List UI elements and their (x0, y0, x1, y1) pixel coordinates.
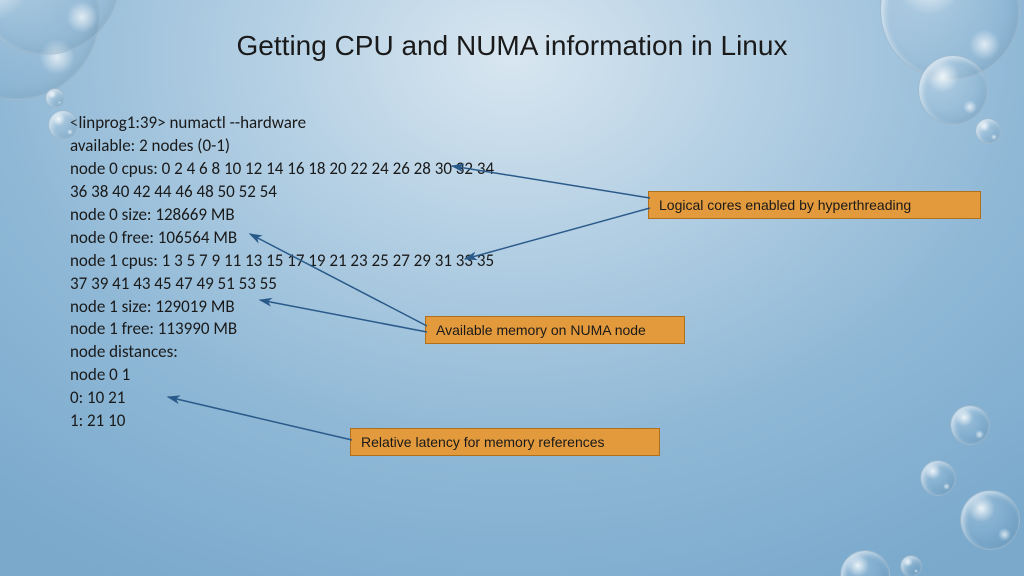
bubble-decoration (975, 118, 1001, 144)
bubble-decoration (950, 405, 990, 445)
callout-available-memory: Available memory on NUMA node (425, 316, 685, 344)
bubble-decoration (840, 550, 890, 576)
bubble-decoration (48, 110, 78, 140)
bubble-decoration (960, 490, 1020, 550)
bubble-decoration (918, 55, 988, 125)
callout-relative-latency: Relative latency for memory references (350, 428, 660, 456)
callout-logical-cores: Logical cores enabled by hyperthreading (648, 191, 981, 219)
bubble-decoration (920, 460, 956, 496)
bubble-decoration (900, 555, 922, 576)
bubble-decoration (45, 88, 65, 108)
slide-title: Getting CPU and NUMA information in Linu… (0, 30, 1024, 62)
terminal-output: <linprog1:39> numactl --hardware availab… (70, 112, 494, 433)
